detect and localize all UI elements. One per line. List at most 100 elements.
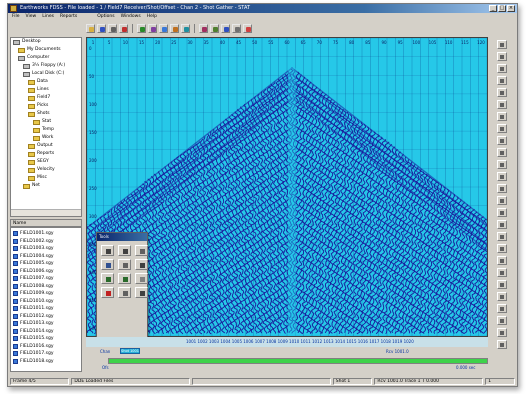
color-button[interactable] [243, 24, 252, 33]
list-item[interactable]: FIELD1005.sgy [11, 260, 81, 268]
tree-item[interactable]: Misc [11, 174, 81, 182]
menu-options[interactable]: Options [97, 14, 115, 19]
tree-item[interactable]: Lines [11, 86, 81, 94]
seismic-plot[interactable]: 1 5 10 15 20 25 30 35 40 45 50 55 60 65 70 75 80 85 90 95 10… [86, 37, 488, 337]
side-tool-button[interactable] [497, 112, 507, 121]
zoom-button[interactable] [137, 24, 146, 33]
list-item[interactable]: FIELD1006.sgy [11, 268, 81, 276]
menu-view[interactable]: View [25, 14, 37, 19]
list-item[interactable]: FIELD1007.sgy [11, 275, 81, 283]
side-tool-button[interactable] [497, 268, 507, 277]
side-tool-button[interactable] [497, 136, 507, 145]
pick-tool[interactable] [135, 245, 148, 256]
undo-button[interactable] [119, 24, 128, 33]
menu-windows[interactable]: Windows [120, 14, 141, 19]
tree-item[interactable]: SEGY [11, 158, 81, 166]
tree-item[interactable]: 3½ Floppy (A:) [11, 62, 81, 70]
delete-tool[interactable] [101, 287, 114, 298]
side-tool-button[interactable] [497, 196, 507, 205]
menu-file[interactable]: File [12, 14, 20, 19]
side-tool-button[interactable] [497, 172, 507, 181]
help-button[interactable] [221, 24, 230, 33]
side-tool-button[interactable] [497, 304, 507, 313]
list-item[interactable]: FIELD1001.sgy [11, 230, 81, 238]
tree-item[interactable]: Reports [11, 150, 81, 158]
close-button[interactable]: × [507, 5, 515, 12]
side-tool-button[interactable] [497, 52, 507, 61]
list-item[interactable]: FIELD1014.sgy [11, 328, 81, 336]
settings-button[interactable] [232, 24, 241, 33]
palette-title[interactable]: Tools [97, 233, 147, 241]
tree-item[interactable]: My Documents [11, 46, 81, 54]
cut-button[interactable] [148, 24, 157, 33]
tree-item[interactable]: Net [11, 182, 81, 190]
filter-tool[interactable] [135, 259, 148, 270]
file-list[interactable]: FIELD1001.sgy FIELD1002.sgy FIELD1003.sgy F… [10, 227, 82, 372]
menu-help[interactable]: Help [146, 14, 157, 19]
zoom-out-tool[interactable] [118, 273, 131, 284]
side-tool-button[interactable] [497, 244, 507, 253]
print-button[interactable] [108, 24, 117, 33]
list-item[interactable]: FIELD1008.sgy [11, 283, 81, 291]
list-item[interactable]: FIELD1002.sgy [11, 238, 81, 246]
pencil-tool[interactable] [101, 259, 114, 270]
tree-item[interactable]: Desktop [11, 38, 81, 46]
filelist-header[interactable]: Name [10, 219, 82, 227]
mute-tool[interactable] [135, 273, 148, 284]
side-tool-button[interactable] [497, 328, 507, 337]
tree-item[interactable]: Computer [11, 54, 81, 62]
tree-item[interactable]: Local Disk (C:) [11, 70, 81, 78]
side-tool-button[interactable] [497, 208, 507, 217]
side-tool-button[interactable] [497, 280, 507, 289]
pointer-tool[interactable] [101, 245, 114, 256]
list-item[interactable]: FIELD1017.sgy [11, 350, 81, 358]
side-tool-button[interactable] [497, 292, 507, 301]
seismic-plot-canvas[interactable]: 1 5 10 15 20 25 30 35 40 45 50 55 60 65 70 75 80 85 90 95 10… [87, 38, 487, 336]
list-item[interactable]: FIELD1004.sgy [11, 253, 81, 261]
ruler-tool[interactable] [118, 259, 131, 270]
tree-item[interactable]: Work [11, 134, 81, 142]
side-tool-button[interactable] [497, 220, 507, 229]
side-tool-button[interactable] [497, 124, 507, 133]
list-item[interactable]: FIELD1010.sgy [11, 298, 81, 306]
tree-item[interactable]: Temp [11, 126, 81, 134]
copy-button[interactable] [159, 24, 168, 33]
progress-bar[interactable] [108, 358, 488, 364]
list-item[interactable]: FIELD1011.sgy [11, 305, 81, 313]
open-button[interactable] [86, 24, 95, 33]
list-item[interactable]: FIELD1009.sgy [11, 290, 81, 298]
paste-button[interactable] [170, 24, 179, 33]
side-tool-button[interactable] [497, 40, 507, 49]
hand-tool[interactable] [118, 245, 131, 256]
list-item[interactable]: FIELD1012.sgy [11, 313, 81, 321]
side-tool-button[interactable] [497, 88, 507, 97]
tree-item[interactable]: Velocity [11, 166, 81, 174]
tree-item[interactable]: Shots [11, 110, 81, 118]
save-button[interactable] [97, 24, 106, 33]
maximize-button[interactable]: □ [498, 5, 506, 12]
side-tool-button[interactable] [497, 64, 507, 73]
zoom-in-tool[interactable] [101, 273, 114, 284]
list-item[interactable]: FIELD1015.sgy [11, 335, 81, 343]
list-item[interactable]: FIELD1018.sgy [11, 358, 81, 366]
list-item[interactable]: FIELD1013.sgy [11, 320, 81, 328]
help-tool[interactable] [118, 287, 131, 298]
filter-button[interactable] [210, 24, 219, 33]
tree-item[interactable]: Stat [11, 118, 81, 126]
side-tool-button[interactable] [497, 340, 507, 349]
tree-item[interactable]: Data [11, 78, 81, 86]
tree-horizontal-scrollbar[interactable] [11, 209, 81, 216]
side-tool-button[interactable] [497, 232, 507, 241]
side-tool-button[interactable] [497, 256, 507, 265]
side-tool-button[interactable] [497, 148, 507, 157]
pick-button[interactable] [181, 24, 190, 33]
trace-button[interactable] [199, 24, 208, 33]
list-item[interactable]: FIELD1016.sgy [11, 343, 81, 351]
folder-tree[interactable]: Desktop My Documents Computer 3½ Floppy (A:… [10, 37, 82, 217]
side-tool-button[interactable] [497, 316, 507, 325]
side-tool-button[interactable] [497, 76, 507, 85]
menu-reports[interactable]: Reports [59, 14, 78, 19]
tree-item[interactable]: Field7 [11, 94, 81, 102]
tree-item[interactable]: Output [11, 142, 81, 150]
list-item[interactable]: FIELD1003.sgy [11, 245, 81, 253]
